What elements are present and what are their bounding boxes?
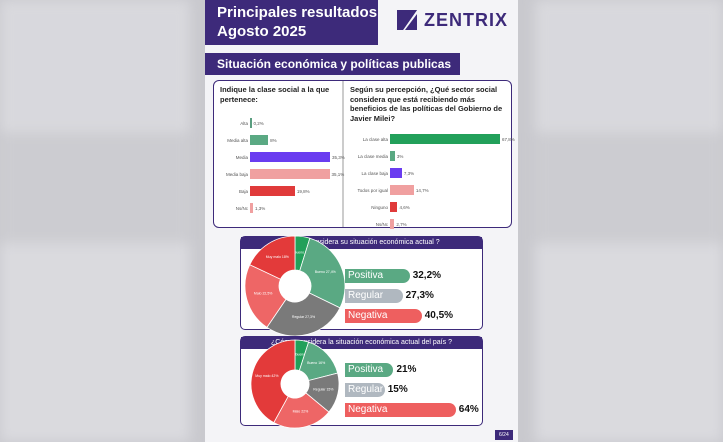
summary-pill-positiva: Positiva [345,363,394,377]
bar-label: Ninguno [371,204,388,210]
bar [250,135,269,145]
summary-pill-negativa: Negativa [345,309,422,323]
social-class-chart: Indique la clase social a la que pertene… [214,81,345,227]
slice-label: Malo 22% [293,410,309,414]
bar-value: 8% [270,137,277,143]
section-title: Situación económica y políticas publicas [205,53,460,75]
bar-label: Media alta [227,137,248,143]
report-page: Principales resultados Agosto 2025 ZENTRI… [205,0,518,442]
bar-label: Ns/Nc [375,221,388,227]
bar-label: Media [235,154,248,160]
bar-label: Ns/Nc [235,205,248,211]
summary-pill-regular: Regular [345,289,403,303]
slice-label: Muy bueno 5% [288,352,311,356]
slice-label: Muy malo 18% [266,255,289,259]
bar-row: Ns/Nc 2,7% [344,218,407,230]
bar-row: Baja 19,8% [214,185,310,197]
bar-row: Alta 0,2% [214,117,264,129]
donut-slice [299,237,346,309]
donut-slice [249,235,296,280]
page-number: 6/24 [495,430,513,440]
logo-text: ZENTRIX [424,9,509,30]
page-header: Principales resultados Agosto 2025 [205,0,378,45]
title-line1: Principales resultados [217,4,378,21]
bar [390,202,398,212]
slice-label: Bueno 16% [307,361,325,365]
bar-row: La clase baja 7,3% [344,167,414,179]
bar-row: Ninguno 4,6% [344,201,410,213]
bar-value: 35,3% [332,154,345,160]
slice-label: Bueno 27,4% [315,270,336,274]
bar-value: 3% [396,153,404,159]
bar [250,203,253,213]
donut-chart: Muy bueno 5% Bueno 16% Regular 15% Malo 22%… [250,339,340,429]
summary-value: 27,3% [405,290,434,301]
slice-label: Regular 15% [313,387,333,391]
donut-slice [266,292,341,337]
slice-label: Muy bueno 4,8% [287,250,313,254]
background-blur-left [0,0,190,442]
summary-pill-positiva: Positiva [345,269,410,283]
bar-charts-panel: Indique la clase social a la que pertene… [213,80,515,230]
bar [250,186,295,196]
summary-value: 64% [458,404,479,415]
bar-value: 4,6% [399,204,410,210]
summary-value: 32,2% [412,270,442,281]
bar-label: Baja [238,188,248,194]
donut-slice [250,339,296,424]
personal-economy-section: ¿Cómo considera su situación económica a… [240,235,483,337]
bar-value: 19,8% [296,188,310,194]
summary-pill-regular: Regular [345,383,385,397]
background-blur-right [535,0,723,442]
summary-value: 21% [396,364,417,375]
slice-label: Regular 27,3% [292,315,315,319]
chart-title: Según su percepción, ¿Qué sector social … [350,85,503,123]
summary-pill-negativa: Negativa [345,403,456,417]
beneficiary-sector-chart: Según su percepción, ¿Qué sector social … [344,81,515,230]
slice-label: Malo 22,5% [254,292,272,296]
bar-label: La clase media [357,153,388,159]
bar-row: Media alta 8% [214,134,277,146]
zentrix-logo-icon [397,10,417,30]
bar [390,134,500,144]
summary-value: 15% [387,384,408,395]
bar [250,152,330,162]
bar-label: Media baja [225,171,248,177]
bar-row: Ns/Nc 1,3% [214,202,265,214]
donut-chart: Muy bueno 4,8% Bueno 27,4% Regular 27,3% Ma… [244,235,346,337]
bar [250,169,330,179]
bar-label: La clase alta [362,136,388,142]
bar-row: Todos por igual 14,7% [344,184,429,196]
bar-label: Todos por igual [357,187,388,193]
country-economy-section: ¿Cómo considera la situación económica a… [240,336,483,429]
donut-slice [273,392,330,429]
bar-value: 0,2% [253,120,264,126]
bar-label: Alta [240,120,248,126]
bar-value: 14,7% [415,187,429,193]
bar [390,185,414,195]
bar-row: La clase media 3% [344,150,403,162]
bar-value: 7,3% [403,170,415,176]
bar-row: La clase alta 67,8% [344,133,515,145]
bar-row: Media 35,3% [214,151,345,163]
bar-row: Media baja 35,1% [214,168,344,180]
bar-value: 35,1% [331,171,345,177]
bar-value: 67,8% [502,136,515,142]
bar [390,151,395,161]
bar [390,168,402,178]
bar-value: 1,3% [254,205,266,211]
bar [250,118,252,128]
title-line2: Agosto 2025 [217,23,307,40]
summary-value: 40,5% [424,310,454,321]
bar-label: La clase baja [361,170,388,176]
slice-label: Muy malo 42% [255,374,278,378]
bar-value: 2,7% [396,221,407,227]
logo: ZENTRIX [395,8,508,32]
bar [390,219,395,229]
chart-title: Indique la clase social a la que pertene… [220,85,330,104]
donut-slice [244,264,287,328]
